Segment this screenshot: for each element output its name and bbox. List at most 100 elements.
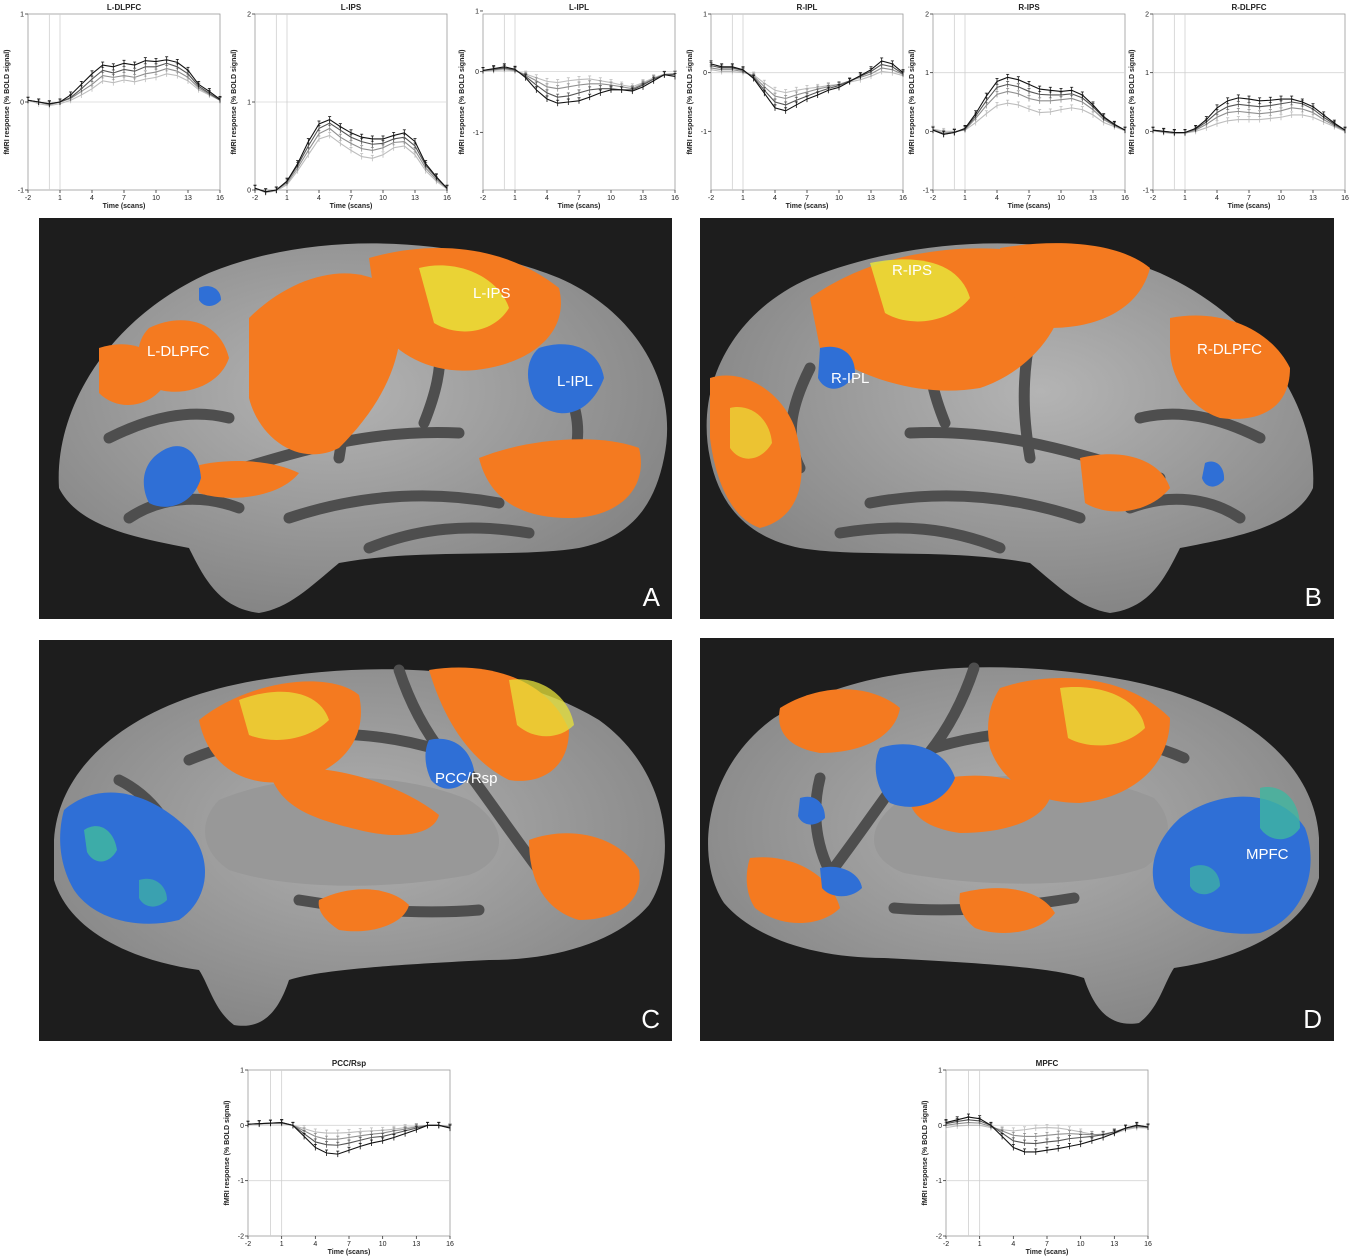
- y-axis-label: fMRI response (% BOLD signal): [922, 1100, 929, 1205]
- x-tick-label: 1: [963, 195, 967, 202]
- brain-surface-right-lateral: [706, 243, 1314, 613]
- x-tick-label: -2: [480, 195, 486, 202]
- y-tick-label: 1: [703, 12, 707, 19]
- chart-svg: R-DLPFC -1 0 1 2 -2 1 4 7 10 13 16 Time (scans) fMRI …: [1129, 3, 1349, 210]
- x-tick-label: 10: [1057, 195, 1065, 202]
- roi-label-pcc-rsp: PCC/Rsp: [435, 770, 498, 787]
- y-axis-label: fMRI response (% BOLD signal): [4, 49, 11, 154]
- x-tick-label: 16: [1341, 195, 1349, 202]
- chart-svg: PCC/Rsp -2 -1 0 1 -2 1 4 7 10 13 16 Time (scans) fMRI…: [224, 1059, 454, 1256]
- y-tick-label: 2: [247, 12, 251, 19]
- y-tick-label: 0: [247, 188, 251, 195]
- x-tick-label: 13: [1309, 195, 1317, 202]
- chart-title: MPFC: [1036, 1059, 1059, 1068]
- y-tick-label: 1: [247, 100, 251, 107]
- brain-panel-c: PCC/Rsp C: [39, 640, 672, 1041]
- y-axis-label: fMRI response (% BOLD signal): [1129, 49, 1136, 154]
- x-tick-label: 10: [379, 195, 387, 202]
- x-tick-label: 16: [1121, 195, 1129, 202]
- x-tick-label: 13: [1110, 1241, 1118, 1248]
- x-tick-label: -2: [930, 195, 936, 202]
- x-axis-label: Time (scans): [558, 203, 601, 210]
- x-tick-label: 1: [58, 195, 62, 202]
- x-tick-label: 13: [867, 195, 875, 202]
- y-tick-label: 1: [475, 8, 479, 15]
- x-axis-label: Time (scans): [1228, 203, 1271, 210]
- x-tick-label: 16: [899, 195, 907, 202]
- x-tick-label: 1: [513, 195, 517, 202]
- y-tick-label: -1: [473, 130, 479, 137]
- y-axis-label: fMRI response (% BOLD signal): [909, 49, 916, 154]
- chart-title: L-DLPFC: [107, 3, 141, 12]
- x-tick-label: 7: [805, 195, 809, 202]
- x-axis-label: Time (scans): [786, 203, 829, 210]
- y-tick-label: 1: [938, 1068, 942, 1075]
- roi-label-l-ipl: L-IPL: [557, 373, 593, 390]
- x-tick-label: 1: [978, 1241, 982, 1248]
- chart-r-dlpfc: R-DLPFC -1 0 1 2 -2 1 4 7 10 13 16 Time (scans) fMRI …: [1125, 2, 1351, 212]
- x-tick-label: -2: [943, 1241, 949, 1248]
- y-axis-label: fMRI response (% BOLD signal): [459, 49, 466, 154]
- brain-surface-left-medial: [54, 664, 665, 1026]
- y-tick-label: -1: [936, 1178, 942, 1185]
- panel-letter-d: D: [1303, 1004, 1322, 1034]
- chart-svg: L-IPS 0 1 2 -2 1 4 7 10 13 16 Time (scans) fMRI resp…: [231, 3, 451, 210]
- x-tick-label: 10: [1077, 1241, 1085, 1248]
- chart-mpfc: MPFC -2 -1 0 1 -2 1 4 7 10 13 16 Time (scans) fMRI re…: [918, 1058, 1154, 1258]
- x-tick-label: -2: [708, 195, 714, 202]
- brain-surface-left-lateral: [58, 243, 668, 613]
- roi-label-l-dlpfc: L-DLPFC: [147, 343, 210, 360]
- chart-title: R-IPS: [1018, 3, 1040, 12]
- chart-title: R-DLPFC: [1231, 3, 1266, 12]
- y-tick-label: -1: [923, 188, 929, 195]
- y-axis-label: fMRI response (% BOLD signal): [231, 49, 238, 154]
- y-tick-label: 2: [1145, 12, 1149, 19]
- panel-letter-c: C: [641, 1004, 660, 1034]
- x-tick-label: 4: [545, 195, 549, 202]
- chart-r-ips: R-IPS -1 0 1 2 -2 1 4 7 10 13 16 Time (scans) fMRI re…: [905, 2, 1131, 212]
- x-tick-label: 16: [446, 1241, 454, 1248]
- x-tick-label: 7: [349, 195, 353, 202]
- x-tick-label: 16: [671, 195, 679, 202]
- y-axis-label: fMRI response (% BOLD signal): [687, 49, 694, 154]
- x-axis-label: Time (scans): [103, 203, 146, 210]
- y-tick-label: -1: [701, 129, 707, 136]
- y-tick-label: -2: [238, 1234, 244, 1241]
- x-tick-label: -2: [1150, 195, 1156, 202]
- x-tick-label: 13: [1089, 195, 1097, 202]
- chart-title: L-IPS: [341, 3, 362, 12]
- x-tick-label: 10: [607, 195, 615, 202]
- x-tick-label: -2: [252, 195, 258, 202]
- roi-label-r-ipl: R-IPL: [831, 370, 870, 387]
- roi-label-mpfc: MPFC: [1246, 846, 1289, 863]
- chart-svg: R-IPS -1 0 1 2 -2 1 4 7 10 13 16 Time (scans) fMRI re…: [909, 3, 1129, 210]
- roi-label-l-ips: L-IPS: [473, 285, 511, 302]
- y-tick-label: -1: [238, 1178, 244, 1185]
- x-tick-label: -2: [25, 195, 31, 202]
- x-tick-label: 10: [379, 1241, 387, 1248]
- y-tick-label: 1: [1145, 70, 1149, 77]
- y-tick-label: 0: [925, 129, 929, 136]
- brain-surface-right-medial: [708, 662, 1319, 1024]
- chart-l-dlpfc: L-DLPFC -1 0 1 -2 1 4 7 10 13 16 Time (scans) fMRI r…: [0, 2, 226, 212]
- panel-letter-a: A: [642, 582, 660, 612]
- x-tick-label: 10: [1277, 195, 1285, 202]
- x-tick-label: 16: [1144, 1241, 1152, 1248]
- panel-letter-b: B: [1304, 582, 1322, 612]
- x-tick-label: 4: [90, 195, 94, 202]
- y-tick-label: 1: [240, 1068, 244, 1075]
- y-tick-label: 1: [20, 12, 24, 19]
- x-axis-label: Time (scans): [328, 1249, 371, 1256]
- chart-r-ipl: R-IPL -1 0 1 -2 1 4 7 10 13 16 Time (scans) fMRI res…: [683, 2, 909, 212]
- chart-title: PCC/Rsp: [332, 1059, 366, 1068]
- x-tick-label: 13: [412, 1241, 420, 1248]
- x-tick-label: 16: [443, 195, 451, 202]
- chart-l-ipl: L-IPL -1 0 1 -2 1 4 7 10 13 16 Time (scans) fMRI res…: [455, 2, 681, 212]
- y-tick-label: 1: [925, 70, 929, 77]
- x-tick-label: 7: [347, 1241, 351, 1248]
- x-tick-label: 4: [317, 195, 321, 202]
- x-axis-label: Time (scans): [330, 203, 373, 210]
- x-tick-label: 16: [216, 195, 224, 202]
- chart-title: R-IPL: [797, 3, 818, 12]
- chart-svg: R-IPL -1 0 1 -2 1 4 7 10 13 16 Time (scans) fMRI res…: [687, 3, 907, 210]
